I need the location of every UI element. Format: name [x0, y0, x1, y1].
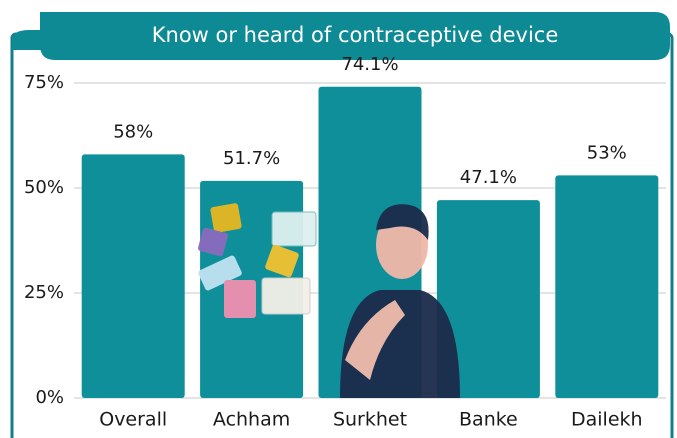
- value-label: 58%: [113, 121, 153, 142]
- x-tick-label: Achham: [213, 409, 290, 431]
- y-tick-label: 0%: [35, 387, 64, 408]
- x-tick-label: Surkhet: [333, 409, 407, 431]
- chart: Know or heard of contraceptive device 0%…: [0, 0, 677, 438]
- x-tick-label: Dailekh: [571, 409, 643, 431]
- banner-tab: [12, 30, 45, 50]
- value-label: 51.7%: [223, 148, 280, 169]
- value-label: 53%: [587, 142, 627, 163]
- deco-pills: [262, 278, 310, 314]
- y-tick-label: 50%: [24, 177, 64, 198]
- x-tick-label: Overall: [99, 409, 167, 431]
- value-label: 74.1%: [341, 54, 398, 75]
- chart-title: Know or heard of contraceptive device: [152, 23, 559, 47]
- bar: [82, 154, 185, 398]
- bar: [555, 175, 658, 398]
- deco-pills: [272, 212, 316, 246]
- x-tick-label: Banke: [459, 409, 518, 431]
- y-tick-label: 25%: [24, 282, 64, 303]
- deco-packet: [210, 203, 242, 233]
- deco-packet: [224, 280, 256, 318]
- y-tick-label: 75%: [24, 72, 64, 93]
- value-label: 47.1%: [460, 167, 517, 188]
